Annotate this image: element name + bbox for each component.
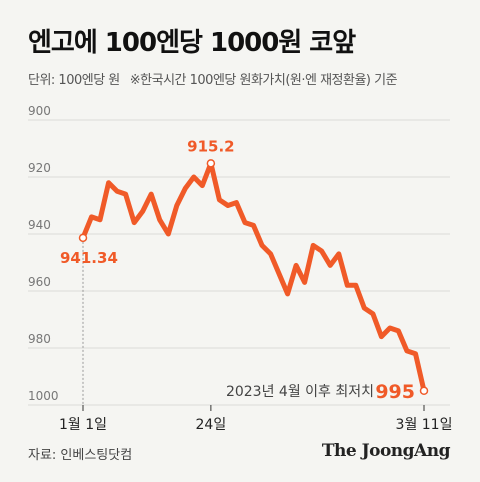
- start-value-label: 941.34: [60, 249, 118, 267]
- x-tick-label: 24일: [196, 417, 227, 433]
- basis-note: ※한국시간 100엔당 원화가치(원·엔 재정환율) 기준: [129, 73, 398, 88]
- y-tick-label: 940: [28, 218, 51, 232]
- y-tick-label: 920: [28, 161, 51, 175]
- y-tick-label: 960: [28, 275, 51, 289]
- y-tick-label: 1000: [28, 389, 59, 403]
- unit-label: 단위: 100엔당 원: [28, 73, 120, 88]
- data-point-marker: [419, 386, 429, 395]
- series-line: [80, 160, 427, 394]
- end-note-label: 2023년 4월 이후 최저치: [226, 384, 374, 400]
- chart-subtitle: 단위: 100엔당 원 ※한국시간 100엔당 원화가치(원·엔 재정환율) 기준: [28, 69, 398, 88]
- chart-title: 엔고에 100엔당 1000원 코앞: [28, 28, 356, 58]
- x-tick-label: 3월 11일: [396, 417, 453, 433]
- publisher-logo: The JoongAng: [321, 441, 451, 461]
- y-tick-label: 900: [28, 104, 51, 118]
- data-point-marker: [206, 159, 216, 168]
- y-tick-label: 980: [28, 332, 51, 346]
- data-point-marker: [78, 233, 88, 243]
- source-note: 자료: 인베스팅닷컴: [28, 448, 133, 463]
- x-tick-label: 1월 1일: [59, 417, 107, 433]
- peak-value-label: 915.2: [187, 137, 234, 155]
- end-value-label: 995: [375, 381, 415, 403]
